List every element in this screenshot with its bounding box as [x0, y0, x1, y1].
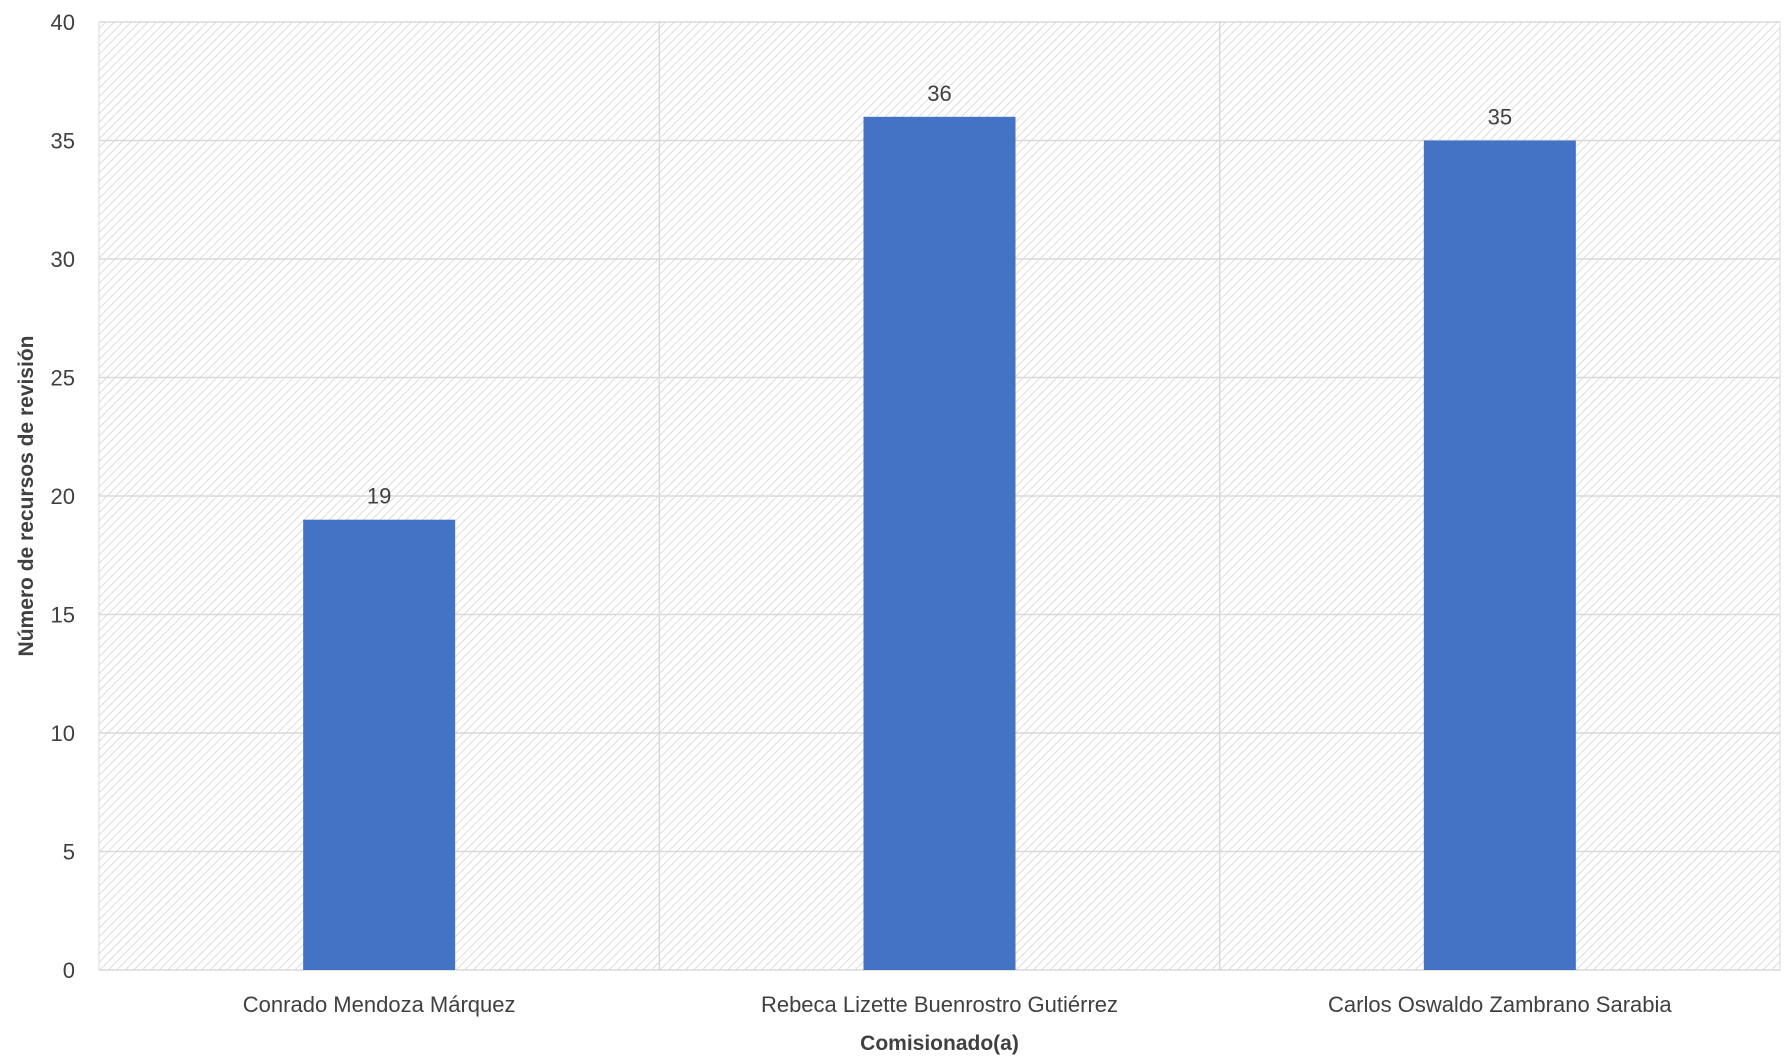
data-labels: 19 36 35	[367, 81, 1512, 509]
y-tick-label: 10	[51, 721, 75, 746]
y-tick-label: 15	[51, 603, 75, 628]
y-tick-label: 40	[51, 10, 75, 35]
bar	[863, 116, 1016, 971]
bar-value-label: 35	[1488, 105, 1512, 130]
y-axis-ticks: 0 5 10 15 20 25 30 35 40	[51, 10, 75, 983]
y-tick-label: 35	[51, 129, 75, 154]
y-tick-label: 20	[51, 484, 75, 509]
bar-value-label: 19	[367, 484, 391, 509]
y-tick-label: 5	[63, 840, 75, 865]
y-tick-label: 0	[63, 958, 75, 983]
category-label: Conrado Mendoza Márquez	[243, 992, 516, 1017]
category-label: Rebeca Lizette Buenrostro Gutiérrez	[761, 992, 1118, 1017]
y-tick-label: 30	[51, 247, 75, 272]
bars	[303, 116, 1576, 971]
y-axis-title: Número de recursos de revisión	[15, 336, 38, 657]
category-label: Carlos Oswaldo Zambrano Sarabia	[1328, 992, 1672, 1017]
bar	[303, 519, 456, 970]
x-axis-categories: Conrado Mendoza Márquez Rebeca Lizette Bu…	[243, 992, 1673, 1017]
bar-value-label: 36	[927, 81, 951, 106]
x-axis-title: Comisionado(a)	[860, 1032, 1019, 1055]
y-tick-label: 25	[51, 366, 75, 391]
bar	[1423, 140, 1576, 970]
